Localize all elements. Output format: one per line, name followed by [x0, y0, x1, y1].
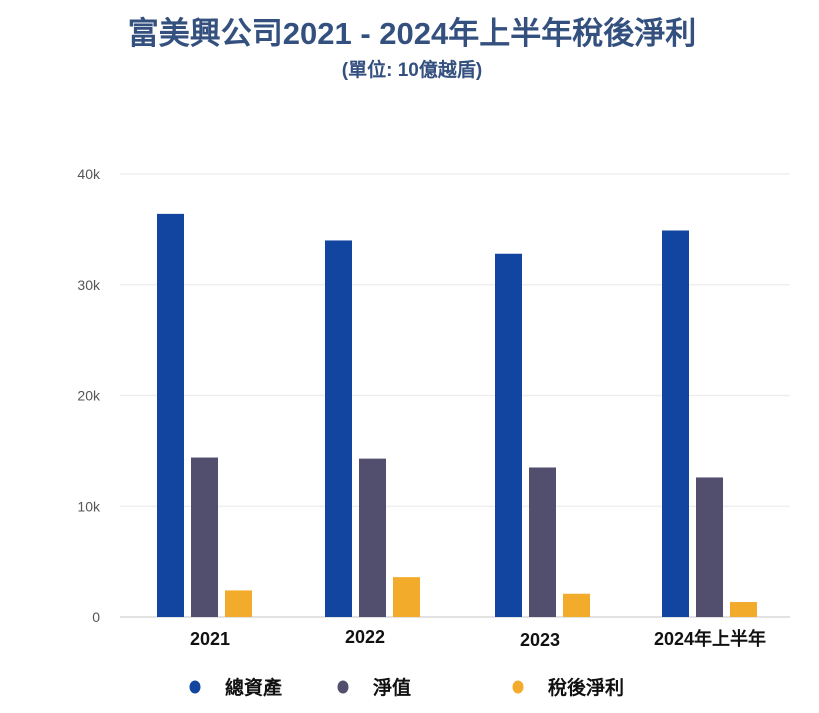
legend-marker	[337, 680, 349, 694]
x-tick-label: 2022	[345, 627, 385, 647]
x-tick-label: 2024年上半年	[654, 628, 766, 649]
legend-marker	[189, 680, 201, 694]
bar-淨值-2021	[191, 457, 218, 617]
bar-稅後淨利-2023	[563, 593, 590, 617]
y-tick-label: 30k	[77, 277, 101, 293]
bar-稅後淨利-2024年上半年	[730, 602, 757, 617]
bar-淨值-2022	[359, 458, 386, 617]
legend-label: 淨值	[373, 676, 411, 699]
bar-總資產-2021	[157, 213, 184, 617]
bar-淨值-2023	[529, 467, 556, 617]
bar-淨值-2024年上半年	[696, 477, 723, 617]
x-tick-label: 2023	[520, 630, 560, 650]
legend-label: 總資產	[225, 676, 282, 699]
x-tick-label: 2021	[190, 629, 230, 649]
chart-subtitle: (單位: 10億越盾)	[342, 58, 482, 81]
bar-稅後淨利-2021	[225, 590, 252, 617]
y-tick-label: 10k	[77, 498, 101, 514]
bar-總資產-2023	[495, 253, 522, 618]
y-tick-label: 0	[92, 609, 100, 625]
chart-title: 富美興公司2021 - 2024年上半年稅後淨利	[128, 16, 696, 51]
legend-label: 稅後淨利	[548, 676, 624, 699]
y-tick-label: 40k	[77, 166, 101, 182]
bar-總資產-2024年上半年	[662, 230, 689, 618]
bar-稅後淨利-2022	[393, 577, 420, 617]
bar-總資產-2022	[325, 240, 352, 617]
legend-marker	[512, 680, 524, 694]
y-tick-label: 20k	[77, 388, 101, 404]
